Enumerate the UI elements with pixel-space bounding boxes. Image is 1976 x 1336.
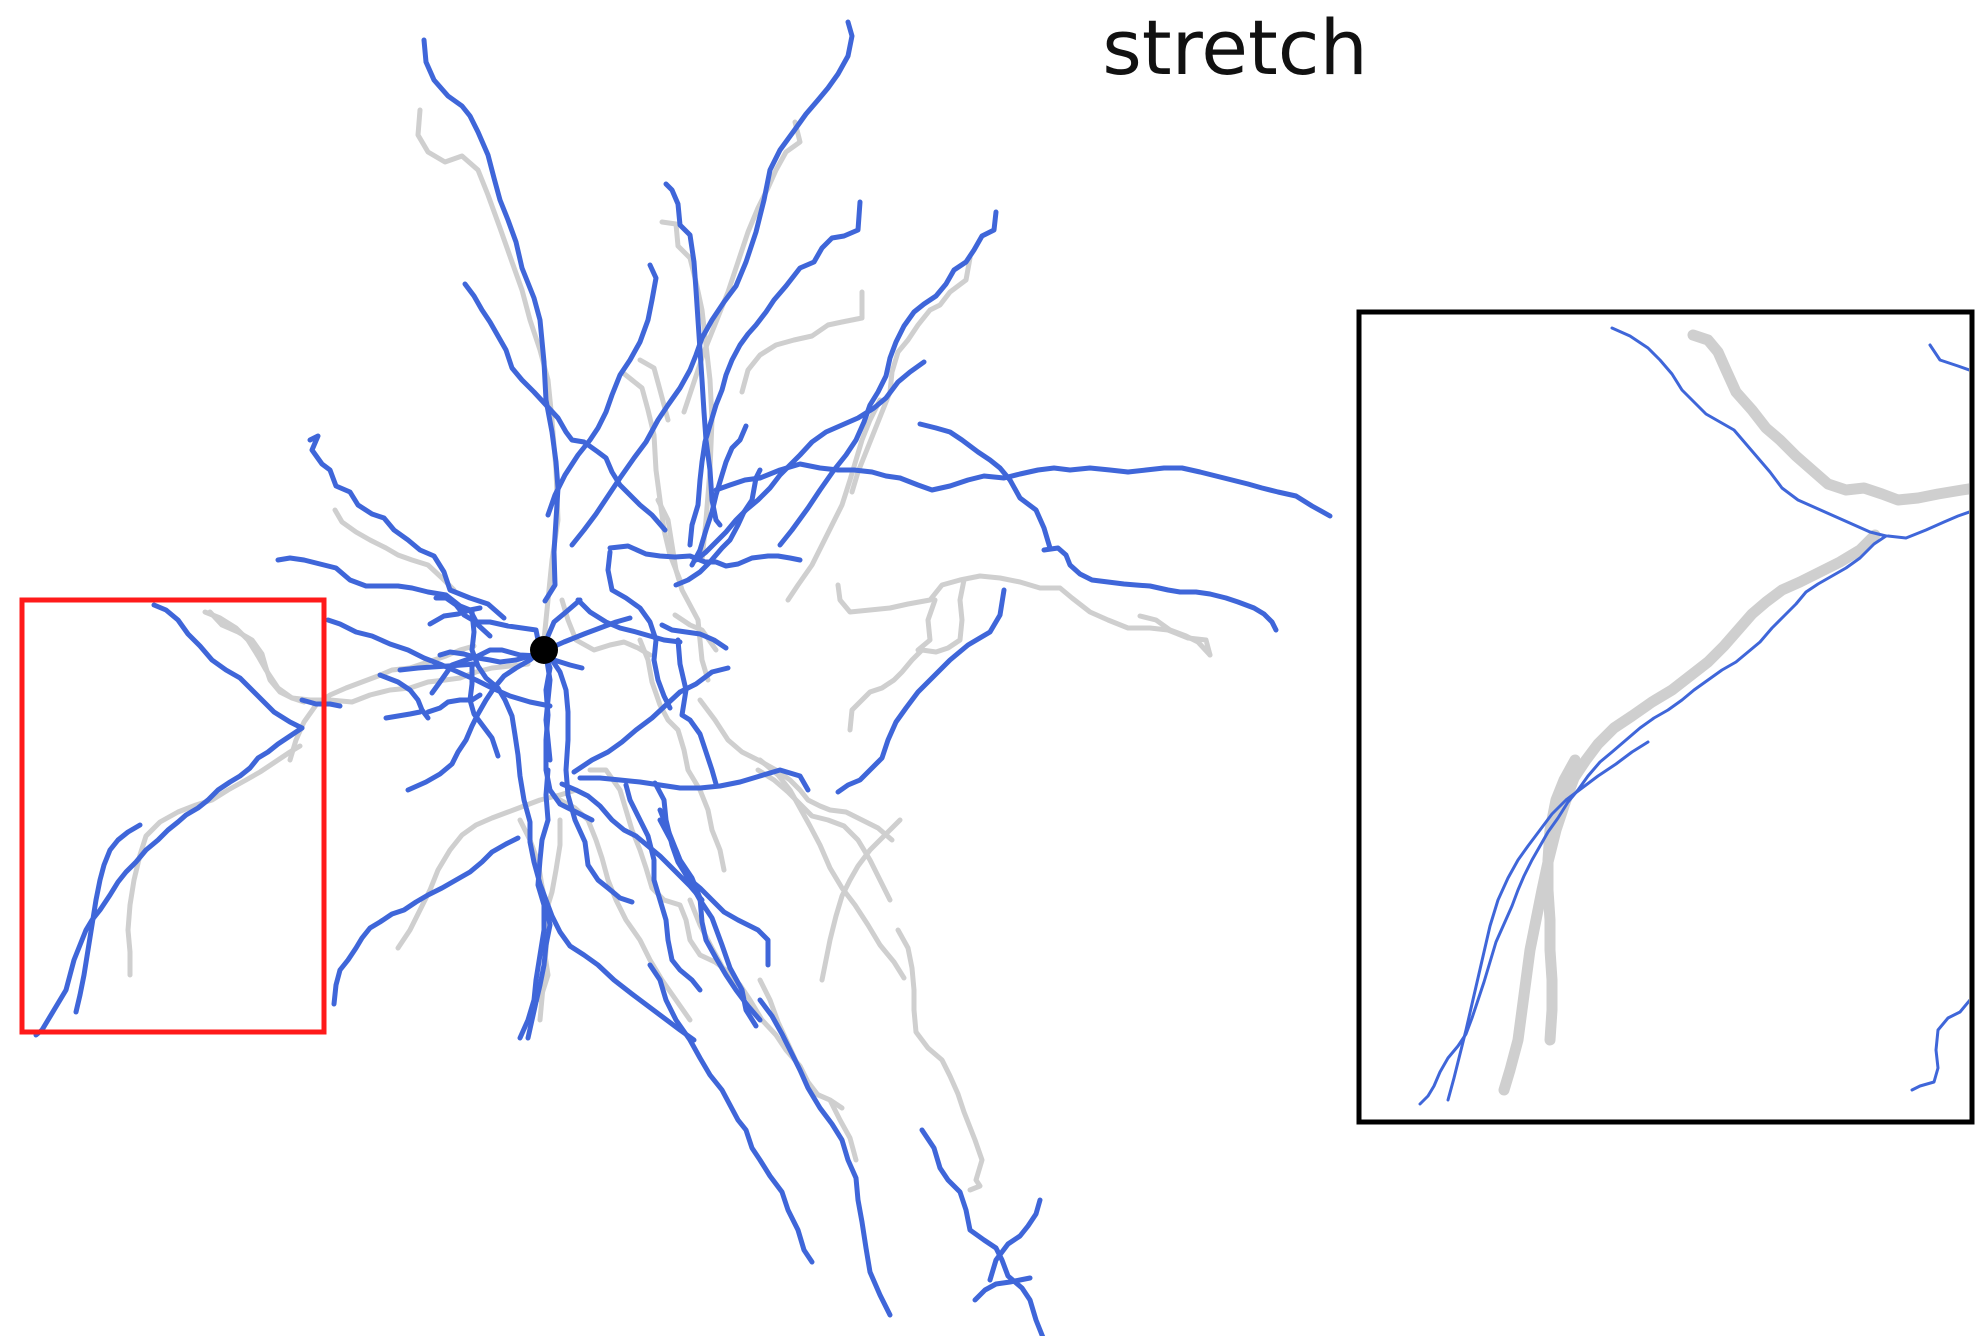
deformed-trace bbox=[33, 19, 1333, 1336]
chart-title: stretch bbox=[1102, 3, 1368, 92]
inset-panel bbox=[1356, 309, 1975, 1125]
original-trace bbox=[125, 107, 1213, 1193]
soma-node bbox=[530, 636, 558, 664]
region-highlight-box bbox=[19, 597, 327, 1035]
